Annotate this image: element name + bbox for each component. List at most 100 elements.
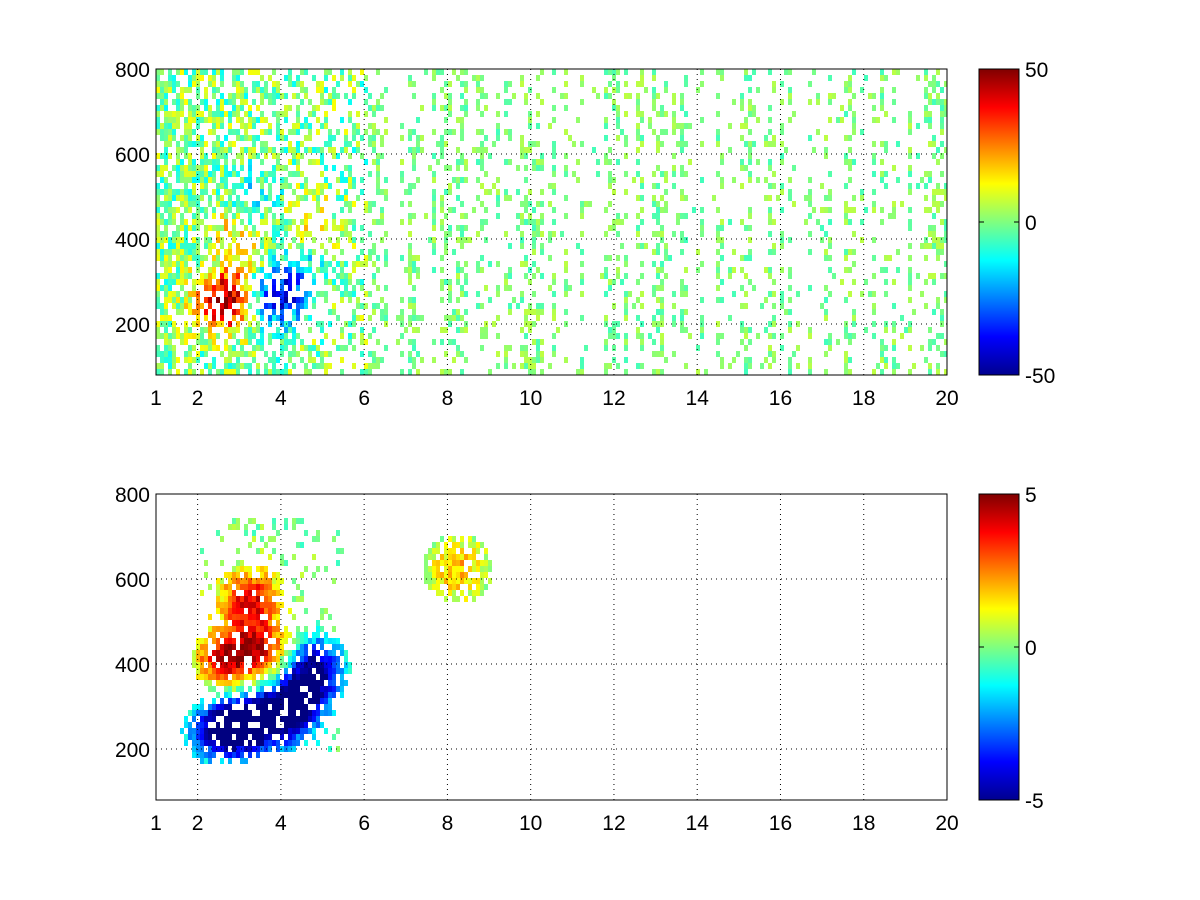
heatmap-cell	[932, 279, 936, 285]
heatmap-cell	[808, 177, 812, 183]
heatmap-cell	[868, 93, 872, 99]
heatmap-cell	[188, 177, 192, 183]
heatmap-cell	[280, 309, 284, 315]
heatmap-cell	[280, 632, 284, 638]
heatmap-cell	[460, 327, 464, 333]
heatmap-cell	[532, 219, 536, 225]
heatmap-cell	[908, 171, 912, 177]
heatmap-cell	[756, 87, 760, 93]
heatmap-cell	[256, 590, 260, 596]
heatmap-cell	[840, 279, 844, 285]
heatmap-cell	[848, 159, 852, 165]
heatmap-cell	[284, 177, 288, 183]
heatmap-cell	[260, 572, 264, 578]
heatmap-cell	[720, 225, 724, 231]
heatmap-cell	[208, 225, 212, 231]
heatmap-cell	[860, 189, 864, 195]
heatmap-cell	[920, 291, 924, 297]
heatmap-cell	[160, 135, 164, 141]
heatmap-cell	[216, 584, 220, 590]
heatmap-cell	[228, 758, 232, 764]
heatmap-cell	[164, 105, 168, 111]
heatmap-cell	[740, 93, 744, 99]
heatmap-cell	[248, 638, 252, 644]
heatmap-cell	[256, 548, 260, 554]
heatmap-cell	[212, 189, 216, 195]
heatmap-cell	[220, 93, 224, 99]
heatmap-cell	[164, 285, 168, 291]
heatmap-cell	[340, 171, 344, 177]
heatmap-cell	[372, 135, 376, 141]
heatmap-cell	[216, 183, 220, 189]
heatmap-cell	[440, 279, 444, 285]
heatmap-cell	[768, 165, 772, 171]
heatmap-cell	[348, 237, 352, 243]
heatmap-cell	[216, 135, 220, 141]
heatmap-cell	[480, 219, 484, 225]
heatmap-cell	[352, 321, 356, 327]
heatmap-cell	[608, 285, 612, 291]
heatmap-cell	[460, 129, 464, 135]
heatmap-cell	[612, 69, 616, 75]
heatmap-cell	[596, 93, 600, 99]
heatmap-cell	[184, 135, 188, 141]
heatmap-cell	[156, 297, 160, 303]
heatmap-cell	[412, 81, 416, 87]
heatmap-cell	[924, 243, 928, 249]
heatmap-cell	[304, 225, 308, 231]
heatmap-cell	[440, 536, 444, 542]
heatmap-cell	[232, 183, 236, 189]
heatmap-cell	[284, 728, 288, 734]
heatmap-cell	[608, 147, 612, 153]
heatmap-cell	[228, 261, 232, 267]
heatmap-cell	[936, 99, 940, 105]
heatmap-cell	[788, 297, 792, 303]
heatmap-cell	[276, 692, 280, 698]
heatmap-cell	[452, 249, 456, 255]
heatmap-cell	[848, 177, 852, 183]
heatmap-cell	[268, 602, 272, 608]
heatmap-cell	[236, 213, 240, 219]
heatmap-cell	[480, 141, 484, 147]
heatmap-cell	[828, 219, 832, 225]
heatmap-cell	[576, 177, 580, 183]
heatmap-cell	[624, 297, 628, 303]
heatmap-cell	[552, 105, 556, 111]
heatmap-cell	[444, 237, 448, 243]
heatmap-cell	[236, 243, 240, 249]
colorbar-gradient	[978, 493, 1020, 801]
heatmap-cell	[252, 728, 256, 734]
heatmap-cell	[284, 680, 288, 686]
heatmap-cell	[320, 674, 324, 680]
heatmap-cell	[380, 153, 384, 159]
heatmap-cell	[632, 177, 636, 183]
heatmap-cell	[932, 231, 936, 237]
heatmap-cell	[224, 602, 228, 608]
heatmap-cell	[304, 722, 308, 728]
heatmap-cell	[324, 650, 328, 656]
heatmap-cell	[640, 363, 644, 369]
heatmap-cell	[460, 243, 464, 249]
heatmap-cell	[892, 165, 896, 171]
heatmap-cell	[368, 291, 372, 297]
heatmap-cell	[940, 219, 944, 225]
heatmap-cell	[292, 554, 296, 560]
heatmap-cell	[204, 93, 208, 99]
heatmap-cell	[416, 351, 420, 357]
heatmap-cell	[384, 129, 388, 135]
heatmap-cell	[340, 267, 344, 273]
heatmap-cell	[456, 165, 460, 171]
heatmap-cell	[528, 189, 532, 195]
heatmap-cell	[260, 285, 264, 291]
heatmap-cell	[168, 297, 172, 303]
heatmap-cell	[200, 668, 204, 674]
heatmap-cell	[288, 75, 292, 81]
heatmap-cell	[280, 351, 284, 357]
heatmap-cell	[240, 249, 244, 255]
heatmap-cell	[300, 195, 304, 201]
heatmap-cell	[764, 177, 768, 183]
heatmap-cell	[324, 99, 328, 105]
heatmap-cell	[240, 351, 244, 357]
heatmap-cell	[252, 267, 256, 273]
heatmap-cell	[324, 195, 328, 201]
